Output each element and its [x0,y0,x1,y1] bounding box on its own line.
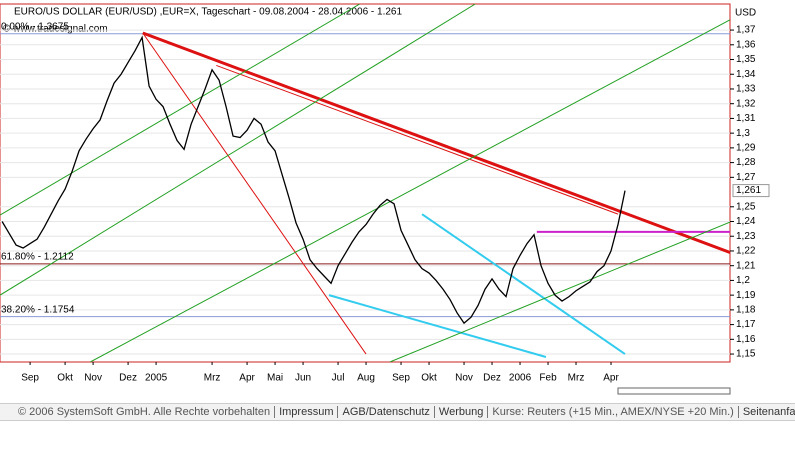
x-tick-label: Feb [539,373,557,384]
x-tick-label: 2005 [145,373,168,384]
level-label: 61.80% - 1.2112 [1,252,74,263]
trendline [328,294,547,358]
footer: © 2006 SystemSoft GmbH. Alle Rechte vorb… [0,403,795,421]
quote-note: Kurse: Reuters (+15 Min., AMEX/NYSE +20 … [487,406,737,418]
y-tick-label: 1,19 [736,290,756,301]
y-tick-label: 1,24 [736,216,756,227]
y-tick-label: 1,23 [736,231,756,242]
level-label: 0.00% - 1.3675 [1,21,69,32]
x-tick-label: Sep [21,373,39,384]
y-tick-label: 1,31 [736,113,756,124]
watermark: © www.tradesignal.com [3,24,108,35]
link-wrap: Impressum [274,406,337,418]
y-tick-label: 1,33 [736,84,756,95]
footer-link[interactable]: Seitenanfang [742,406,795,418]
y-tick-label: 1,21 [736,260,756,271]
y-tick-label: 1,27 [736,172,756,183]
y-tick-label: 1,17 [736,319,756,330]
y-tick-label: 1,25 [736,201,756,212]
x-tick-label: Nov [455,373,473,384]
y-tick-label: 1,29 [736,143,756,154]
trendline [421,213,626,355]
x-tick-label: Okt [421,373,437,384]
x-tick-label: Mai [267,373,283,384]
x-tick-label: Jun [295,373,311,384]
y-tick-label: 1,36 [736,39,756,50]
plot-area [0,3,731,363]
level-label: 38.20% - 1.1754 [1,304,75,315]
x-tick-label: Sep [392,373,410,384]
trendline [90,19,730,362]
x-tick-label: Aug [357,373,375,384]
x-tick-label: Mrz [568,373,585,384]
y-tick-label: 1,15 [736,349,756,360]
chart-title: EURO/US DOLLAR (EUR/USD) ,EUR=X, Tagesch… [14,7,402,18]
x-tick-label: Okt [57,373,73,384]
y-tick-label: 1,18 [736,305,756,316]
y-tick-label: 1,28 [736,157,756,168]
x-tick-label: Apr [603,373,619,384]
trendline [389,221,730,362]
y-tick-label: 1,3 [736,128,750,139]
x-tick-label: Jul [332,373,345,384]
trendline [0,4,361,216]
last-price-label: 1,261 [736,185,761,196]
link-wrap: Werbung [433,406,487,418]
plot [0,4,730,362]
price-line [1,35,626,325]
copyright: © 2006 SystemSoft GmbH. Alle Rechte vorb… [18,406,271,418]
y-tick-label: 1,32 [736,98,756,109]
footer-link[interactable]: Werbung [438,406,484,418]
x-tick-label: Mrz [204,373,221,384]
trendline [142,31,730,254]
x-tick-label: 2006 [509,373,532,384]
x-tick-label: Apr [239,373,255,384]
link-wrap: AGB/Datenschutz [337,406,433,418]
y-tick-label: 1,2 [736,275,750,286]
x-tick-label: Dez [483,373,501,384]
y-tick-label: 1,22 [736,246,756,257]
footer-link[interactable]: AGB/Datenschutz [342,406,430,418]
chart: EURO/US DOLLAR (EUR/USD) ,EUR=X, Tagesch… [0,3,770,395]
y-axis-label: USD [735,8,756,19]
y-tick-label: 1,34 [736,69,756,80]
y-tick-label: 1,35 [736,54,756,65]
trendline [142,32,367,355]
y-tick-label: 1,37 [736,25,756,36]
trendline [0,4,476,296]
link-wrap: Seitenanfang [737,406,795,418]
footer-link[interactable]: Impressum [279,406,334,418]
x-tick-label: Dez [119,373,137,384]
y-tick-label: 1,16 [736,334,756,345]
last-price-box [732,184,770,198]
scrollbar[interactable] [617,387,731,395]
x-tick-label: Nov [84,373,102,384]
trendline [216,64,619,215]
